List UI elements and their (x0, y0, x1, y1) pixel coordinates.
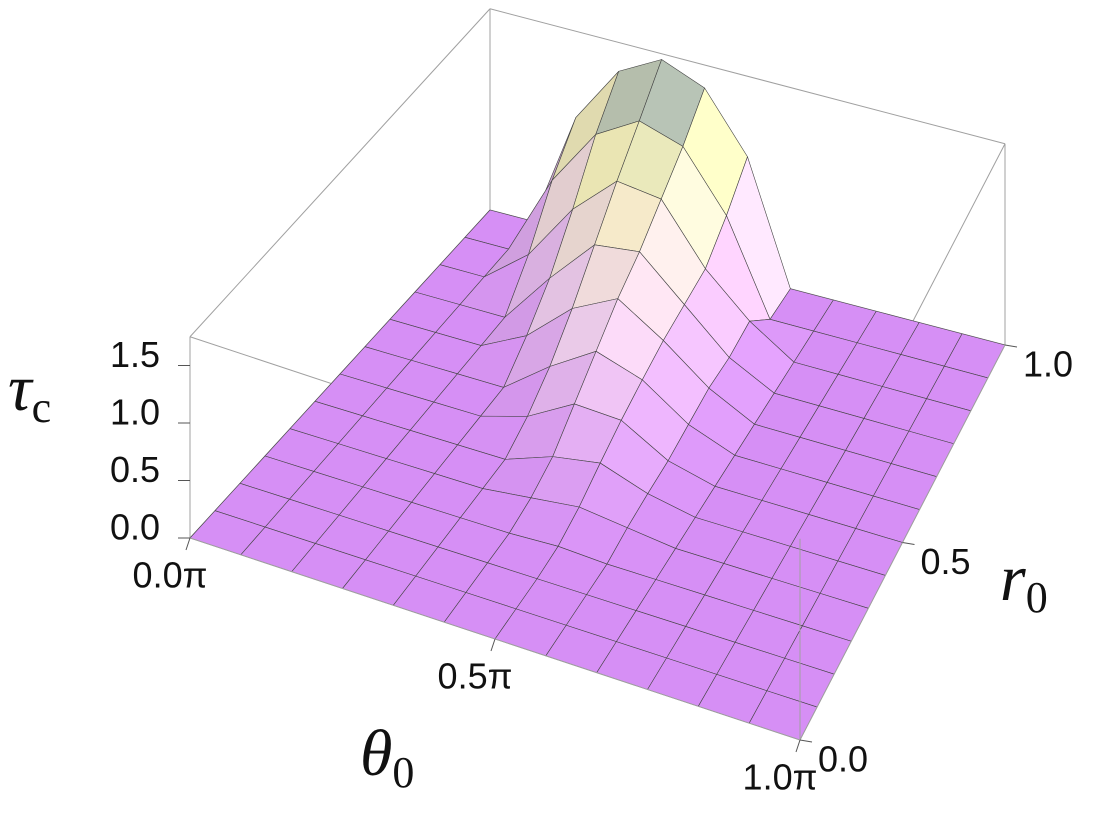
x-label-subscript: 0 (392, 748, 414, 797)
y-label-subscript: 0 (1026, 573, 1048, 622)
box-edge (489, 8, 1006, 145)
x-tick-label: 0.5π (438, 656, 513, 697)
x-axis-label: θ0 (360, 717, 414, 797)
y-tick-label: 0.5 (921, 541, 971, 582)
x-tick (795, 739, 801, 753)
y-tick-label: 0.0 (818, 739, 868, 780)
z-label-symbol: τ (8, 352, 34, 425)
x-label-symbol: θ (360, 717, 392, 790)
z-tick-label: 1.5 (110, 334, 160, 375)
y-tick (799, 739, 813, 743)
y-label-symbol: r (1000, 542, 1026, 615)
y-tick (902, 542, 915, 545)
y-axis-label: r0 (1000, 542, 1048, 622)
x-tick-label: 1.0π (743, 757, 818, 798)
x-tick-label: 0.0π (133, 555, 208, 596)
x-tick (185, 537, 191, 551)
z-tick-label: 0.0 (110, 507, 160, 548)
x-tick (490, 638, 496, 652)
y-tick-label: 1.0 (1023, 344, 1073, 385)
z-tick-label: 1.0 (110, 392, 160, 433)
z-tick-label: 0.5 (110, 449, 160, 490)
z-axis-label: τc (8, 352, 51, 432)
box-edge (189, 8, 491, 338)
z-label-subscript: c (32, 383, 52, 432)
y-tick (1004, 344, 1018, 348)
